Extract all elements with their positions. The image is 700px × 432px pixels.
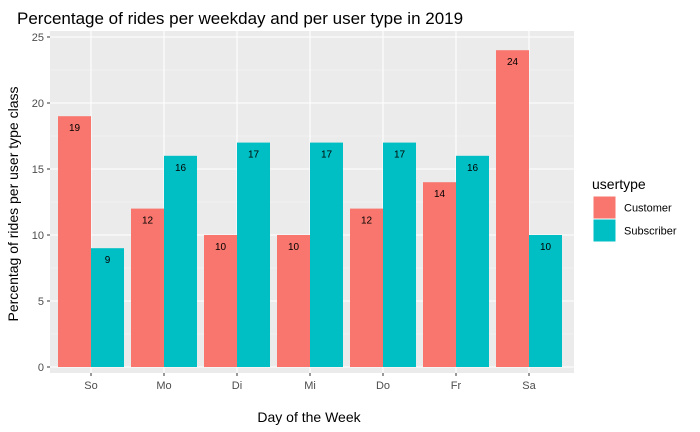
legend-label-customer: Customer bbox=[624, 203, 672, 215]
y-axis-title: Percentag of rides per user type class bbox=[5, 86, 21, 321]
bar-subscriber bbox=[91, 248, 124, 367]
bar-customer bbox=[350, 208, 383, 367]
x-axis: So Mo Di Mi Do Fr Sa bbox=[84, 373, 537, 392]
bar-customer bbox=[496, 50, 529, 367]
y-tick-label: 20 bbox=[32, 98, 44, 110]
y-axis: 0 5 10 15 20 25 bbox=[32, 32, 50, 374]
y-tick-label: 15 bbox=[32, 164, 44, 176]
bar-subscriber bbox=[237, 142, 270, 367]
y-tick-label: 5 bbox=[38, 296, 44, 308]
bar-value-label: 17 bbox=[248, 150, 260, 161]
y-tick-label: 10 bbox=[32, 230, 44, 242]
chart-title: Percentage of rides per weekday and per … bbox=[17, 9, 463, 28]
bar-value-label: 10 bbox=[288, 242, 300, 253]
bar-value-label: 24 bbox=[507, 57, 519, 68]
bar-value-label: 17 bbox=[394, 150, 406, 161]
x-tick-label: Mi bbox=[304, 380, 316, 392]
bar-customer bbox=[131, 208, 164, 367]
x-tick-label: Sa bbox=[522, 380, 536, 392]
bar-value-label: 10 bbox=[540, 242, 552, 253]
bars bbox=[58, 50, 562, 367]
legend-label-subscriber: Subscriber bbox=[624, 226, 677, 238]
x-tick-label: Do bbox=[376, 380, 390, 392]
legend: usertype Customer Subscriber bbox=[592, 176, 677, 243]
bar-value-label: 10 bbox=[215, 242, 227, 253]
bar-subscriber bbox=[456, 155, 489, 367]
bar-subscriber bbox=[164, 155, 197, 367]
x-tick-label: Di bbox=[232, 380, 242, 392]
bar-subscriber bbox=[529, 235, 562, 367]
bar-subscriber bbox=[383, 142, 416, 367]
x-tick-label: Mo bbox=[156, 380, 171, 392]
bar-customer bbox=[423, 182, 456, 367]
y-tick-label: 0 bbox=[38, 362, 44, 374]
y-tick-label: 25 bbox=[32, 32, 44, 44]
bar-labels: 19 9 12 16 10 17 10 17 12 17 14 16 24 10 bbox=[69, 57, 552, 266]
bar-subscriber bbox=[310, 142, 343, 367]
bar-value-label: 12 bbox=[142, 216, 154, 227]
bar-customer bbox=[277, 235, 310, 367]
bar-value-label: 12 bbox=[361, 216, 373, 227]
legend-key-subscriber bbox=[592, 218, 617, 243]
bar-value-label: 17 bbox=[321, 150, 333, 161]
x-axis-title: Day of the Week bbox=[257, 409, 361, 425]
bar-customer bbox=[204, 235, 237, 367]
x-tick-label: So bbox=[84, 380, 97, 392]
bar-value-label: 19 bbox=[69, 123, 81, 134]
bar-value-label: 14 bbox=[434, 189, 446, 200]
x-tick-label: Fr bbox=[451, 380, 462, 392]
bar-value-label: 9 bbox=[105, 255, 111, 266]
bar-value-label: 16 bbox=[467, 163, 479, 174]
legend-key-customer bbox=[592, 195, 617, 220]
bar-value-label: 16 bbox=[175, 163, 187, 174]
legend-title: usertype bbox=[592, 176, 646, 192]
bar-customer bbox=[58, 116, 91, 367]
